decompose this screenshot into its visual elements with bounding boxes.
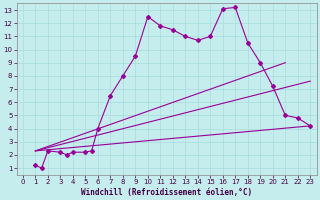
X-axis label: Windchill (Refroidissement éolien,°C): Windchill (Refroidissement éolien,°C) [81,188,252,197]
